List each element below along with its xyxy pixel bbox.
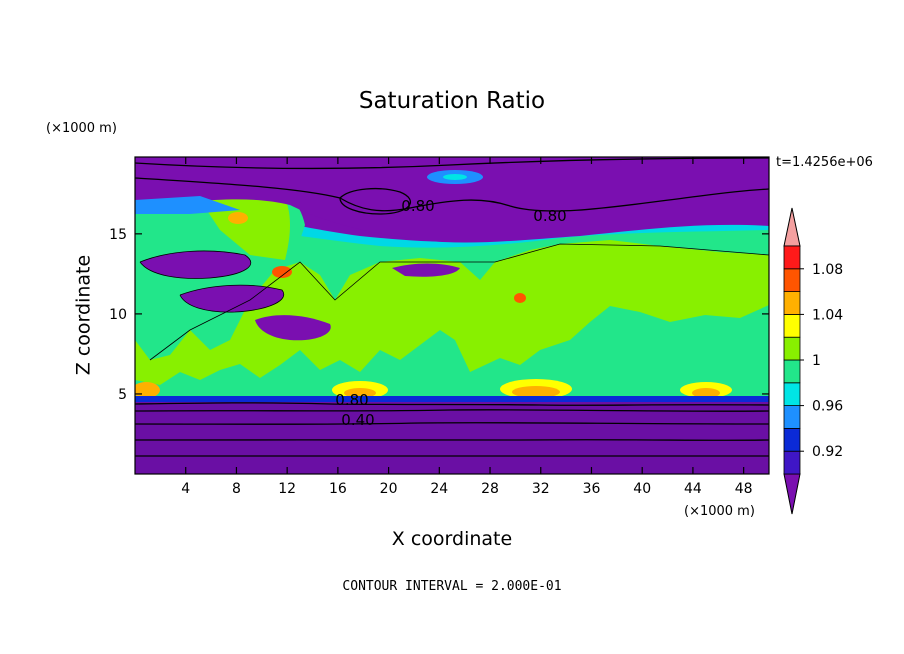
contour-top [135, 157, 769, 170]
colorbar-under-triangle [783, 473, 801, 515]
x-tick-label: 20 [380, 481, 398, 497]
y-tick-label: 10 [109, 307, 127, 323]
x-tick-label: 48 [735, 481, 753, 497]
colorbar: 0.92 0.96 1 1.04 1.08 [783, 207, 843, 515]
anvil-cloud [200, 184, 290, 260]
contour-interval-label: CONTOUR INTERVAL = 2.000E-01 [342, 579, 562, 594]
chart-title: Saturation Ratio [358, 88, 546, 114]
plot-frame [134, 156, 770, 475]
time-label: t=1.4256e+06 [776, 155, 873, 170]
contour-cloud-edge-2 [139, 250, 252, 279]
x-ticks: 4 8 12 16 20 24 28 32 36 40 44 48 [181, 157, 753, 497]
contour-label: 0.80 [335, 391, 368, 409]
colorbar-swatch [783, 382, 801, 406]
warm-patch-4b [692, 388, 720, 398]
contour-lower-3 [135, 439, 769, 441]
warm-patch-5 [272, 266, 292, 278]
contour-040 [135, 422, 769, 425]
colorbar-swatch [783, 450, 801, 475]
contour-label: 0.80 [401, 197, 434, 215]
contour-lower-4 [135, 455, 769, 457]
contour-upper-080 [135, 177, 769, 212]
x-tick-label: 16 [329, 481, 347, 497]
x-tick-label: 8 [232, 481, 241, 497]
plot-area: 0.80 0.80 0.80 0.40 [135, 157, 769, 474]
left-stratum-blue [135, 196, 240, 214]
dry-intrusion-3 [255, 315, 331, 341]
x-axis-unit: (×1000 m) [684, 504, 755, 519]
x-tick-label: 28 [481, 481, 499, 497]
cloud-bulk [135, 240, 769, 385]
colorbar-tick-label: 1 [812, 353, 821, 369]
colorbar-swatch [783, 336, 801, 361]
cyan-patch-top [443, 174, 467, 180]
contour-cloud-edge [149, 243, 769, 361]
warm-patch-2b [344, 388, 376, 398]
colorbar-swatch [783, 313, 801, 338]
colorbar-over-triangle [783, 207, 801, 247]
x-tick-label: 4 [181, 481, 190, 497]
x-axis-label: X coordinate [391, 528, 513, 550]
contour-lower-2 [135, 409, 769, 412]
dry-intrusion-2 [180, 285, 284, 313]
x-tick-label: 12 [278, 481, 296, 497]
colorbar-tick-label: 1.04 [812, 307, 843, 323]
x-tick-label: 36 [583, 481, 601, 497]
x-tick-label: 40 [633, 481, 651, 497]
contour-label: 0.80 [533, 207, 566, 225]
colorbar-swatch [783, 245, 801, 270]
contour-label-layer: 0.80 0.80 0.80 0.40 [335, 197, 566, 429]
y-tick-label: 15 [109, 227, 127, 243]
colorbar-swatch [783, 268, 801, 292]
colorbar-tick-label: 1.08 [812, 262, 843, 278]
contour-cloud-edge-3 [179, 284, 285, 313]
colorbar-tick-label: 0.96 [812, 399, 843, 415]
colorbar-swatch [783, 427, 801, 452]
cloud-base-layer [135, 396, 769, 402]
warm-patch-3b [512, 386, 560, 398]
x-tick-label: 24 [430, 481, 448, 497]
field-lower-layer [135, 400, 769, 474]
upper-stratum [135, 157, 769, 243]
contour-label: 0.40 [341, 411, 374, 429]
dry-intrusion-1 [140, 250, 251, 279]
x-tick-label: 32 [532, 481, 550, 497]
contour-ring [339, 188, 412, 215]
colorbar-swatch [783, 359, 801, 384]
colorbar-swatch [783, 291, 801, 315]
warm-patch-6 [514, 293, 526, 303]
warm-patch-1 [135, 382, 160, 398]
contour-lower-080 [135, 402, 769, 406]
x-tick-label: 44 [684, 481, 702, 497]
dry-intrusion-4 [392, 263, 460, 277]
y-tick-label: 5 [118, 387, 127, 403]
contour-lines [135, 157, 769, 457]
colorbar-tick-label: 0.92 [812, 444, 843, 460]
y-ticks: 5 10 15 [109, 227, 769, 403]
colorbar-swatch [783, 405, 801, 429]
warm-patch-7 [228, 212, 248, 224]
y-axis-unit: (×1000 m) [46, 121, 117, 136]
